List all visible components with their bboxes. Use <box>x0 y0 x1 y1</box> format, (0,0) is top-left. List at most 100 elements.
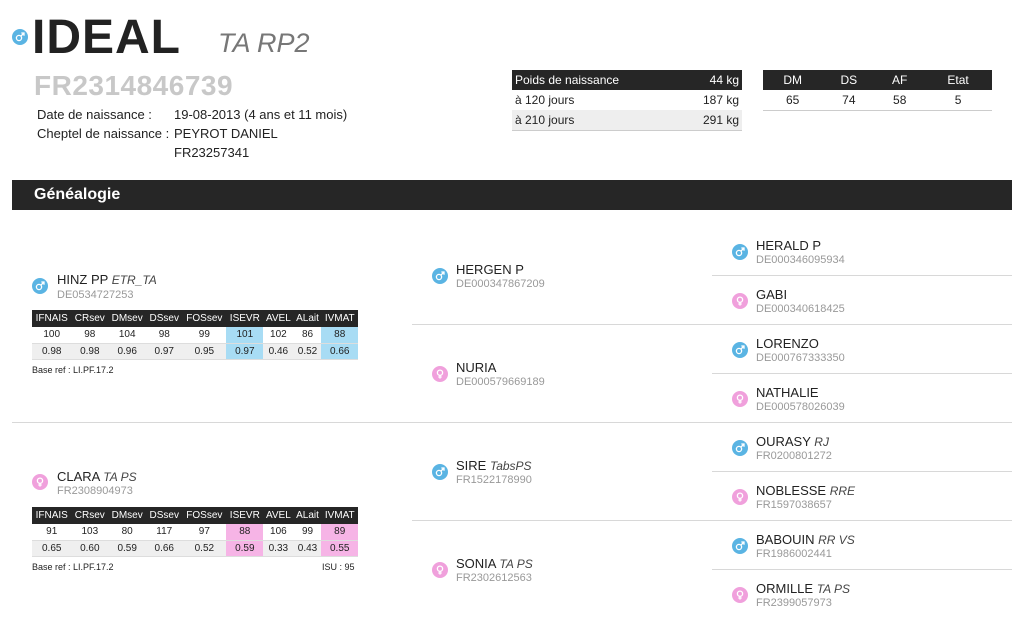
female-icon <box>732 391 748 407</box>
grandparent-name-line[interactable]: SONIA TA PS <box>456 556 533 571</box>
grandparent-name-line[interactable]: NURIA <box>456 360 496 375</box>
dam-id: FR2308904973 <box>57 485 133 497</box>
grandparent-name[interactable]: NURIA <box>456 360 497 375</box>
grandparent-id: DE000347867209 <box>456 278 545 290</box>
grandparent-name-line[interactable]: HERGEN P <box>456 262 524 277</box>
grandparent-name[interactable]: SONIA <box>456 556 496 571</box>
index-cell: 101 <box>226 327 264 344</box>
sire-name[interactable]: HINZ PP <box>57 272 109 287</box>
index-cell: 0.55 <box>321 540 358 557</box>
divider <box>712 324 1012 325</box>
great-grandparent-name-line[interactable]: OURASY RJ <box>756 434 829 449</box>
table-row: 91 103 80 117 97 88 106 99 89 <box>32 524 358 541</box>
divider <box>412 324 712 325</box>
grandparent-id: FR1522178990 <box>456 474 532 486</box>
index-cell: 0.96 <box>108 343 147 360</box>
great-grandparent-name-line[interactable]: ORMILLE TA PS <box>756 581 850 596</box>
dam-name-line[interactable]: CLARA TA PS <box>57 469 137 484</box>
index-value: 65 <box>763 90 823 111</box>
index-header: Etat <box>924 70 992 90</box>
great-grandparent-id: FR2399057973 <box>756 597 832 609</box>
great-grandparent-name-line[interactable]: BABOUIN RR VS <box>756 532 855 547</box>
divider <box>12 422 412 423</box>
great-grandparent-race: RRE <box>829 484 856 498</box>
female-icon <box>732 587 748 603</box>
male-icon <box>732 538 748 554</box>
animal-name: IDEAL <box>32 11 181 64</box>
index-cell: 0.60 <box>71 540 109 557</box>
divider <box>712 520 1012 521</box>
index-value: 5 <box>924 90 992 111</box>
index-cell: 106 <box>263 524 294 541</box>
great-grandparent-name[interactable]: NATHALIE <box>756 385 819 400</box>
index-header: ISEVR <box>226 310 264 327</box>
index-header: ALait <box>293 507 322 524</box>
index-header: ISEVR <box>226 507 264 524</box>
table-row: 0.98 0.98 0.96 0.97 0.95 0.97 0.46 0.52 0.66 <box>32 343 358 360</box>
genealogy-header-bar <box>12 180 1012 210</box>
index-cell: 0.52 <box>182 540 227 557</box>
birth-date-value: 19-08-2013 (4 ans et 11 mois) <box>174 107 348 122</box>
table-row: 65 74 58 5 <box>763 90 992 111</box>
weight-label: Poids de naissance <box>512 70 679 90</box>
great-grandparent-name-line[interactable]: LORENZO <box>756 336 819 351</box>
index-cell: 0.46 <box>263 343 294 360</box>
divider <box>712 422 1012 423</box>
great-grandparent-name[interactable]: BABOUIN <box>756 532 815 547</box>
herd-name: PEYROT DANIEL <box>174 126 278 141</box>
great-grandparent-name[interactable]: LORENZO <box>756 336 819 351</box>
sire-base-ref: Base ref : LI.PF.17.2 <box>32 365 114 375</box>
sire-name-line[interactable]: HINZ PP ETR_TA <box>57 272 157 287</box>
index-value: 58 <box>875 90 925 111</box>
index-header: AF <box>875 70 925 90</box>
great-grandparent-name[interactable]: ORMILLE <box>756 581 814 596</box>
great-grandparent-name-line[interactable]: NOBLESSE RRE <box>756 483 855 498</box>
index-cell: 86 <box>293 327 322 344</box>
great-grandparent-name[interactable]: OURASY <box>756 434 811 449</box>
index-cell: 89 <box>321 524 358 541</box>
male-icon <box>12 29 28 45</box>
index-cell: 88 <box>226 524 264 541</box>
index-cell: 99 <box>182 327 227 344</box>
index-header: DMsev <box>108 507 147 524</box>
index-header: AVEL <box>263 310 294 327</box>
table-header-row: IFNAIS CRsev DMsev DSsev FOSsev ISEVR AVEL ALai… <box>32 507 358 524</box>
great-grandparent-race: TA PS <box>816 582 851 596</box>
animal-race: TA RP2 <box>218 28 310 58</box>
great-grandparent-name-line[interactable]: HERALD P <box>756 238 821 253</box>
grandparent-name-line[interactable]: SIRE TabsPS <box>456 458 532 473</box>
index-header: ALait <box>293 310 322 327</box>
great-grandparent-id: DE000578026039 <box>756 401 845 413</box>
great-grandparent-name[interactable]: NOBLESSE <box>756 483 827 498</box>
grandparent-name[interactable]: HERGEN P <box>456 262 524 277</box>
index-header: FOSsev <box>182 310 227 327</box>
dam-name[interactable]: CLARA <box>57 469 100 484</box>
index-cell: 0.97 <box>226 343 264 360</box>
grandparent-id: DE000579669189 <box>456 376 545 388</box>
index-cell: 0.98 <box>32 343 72 360</box>
index-cell: 103 <box>71 524 109 541</box>
index-header: IFNAIS <box>32 507 72 524</box>
great-grandparent-id: DE000767333350 <box>756 352 845 364</box>
index-header: FOSsev <box>182 507 227 524</box>
great-grandparent-name[interactable]: HERALD P <box>756 238 822 253</box>
female-icon <box>32 474 48 490</box>
birth-date-label: Date de naissance : <box>37 107 152 122</box>
male-icon <box>432 268 448 284</box>
index-cell: 88 <box>321 327 358 344</box>
indices-table: DM DS AF Etat 65 74 58 5 <box>763 70 992 111</box>
grandparent-name[interactable]: SIRE <box>456 458 487 473</box>
female-icon <box>432 562 448 578</box>
great-grandparent-name-line[interactable]: GABI <box>756 287 787 302</box>
female-icon <box>732 489 748 505</box>
great-grandparent-name[interactable]: GABI <box>756 287 788 302</box>
table-row: à 210 jours 291 kg <box>512 110 742 131</box>
weight-value: 291 kg <box>678 110 742 131</box>
genealogy-title: Généalogie <box>34 186 121 203</box>
weight-label: à 120 jours <box>515 93 575 107</box>
herd-id: FR23257341 <box>174 145 250 160</box>
index-cell: 0.66 <box>321 343 358 360</box>
great-grandparent-name-line[interactable]: NATHALIE <box>756 385 819 400</box>
male-icon <box>432 464 448 480</box>
male-icon <box>732 342 748 358</box>
